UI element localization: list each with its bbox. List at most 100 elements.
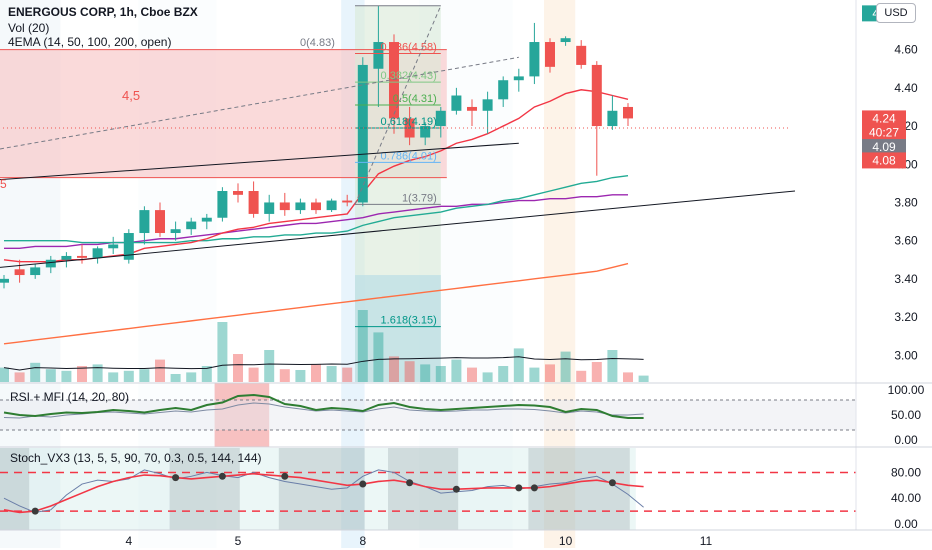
volume-bar — [373, 332, 384, 382]
candle-body — [233, 191, 243, 195]
price-tick: 3.80 — [894, 195, 918, 209]
candle-body — [482, 99, 493, 111]
candle-body — [357, 64, 368, 203]
stoch-tick: 0.00 — [894, 517, 918, 531]
candle-body — [623, 106, 633, 119]
stoch-shade — [528, 448, 630, 530]
volume-bar — [108, 372, 119, 382]
candle-body — [155, 210, 165, 234]
time-tick: 8 — [359, 534, 366, 548]
price-tick: 3.40 — [894, 272, 918, 286]
stoch-cross-dot — [406, 479, 414, 487]
volume-layer — [0, 310, 649, 382]
price-tag — [862, 152, 906, 169]
side-annotation: 5 — [0, 177, 7, 191]
price-tag-text: 40:27 — [869, 125, 899, 139]
candle-body — [467, 106, 477, 111]
candle-body — [420, 126, 431, 138]
fib-top-label: 0(4.83) — [300, 37, 335, 49]
volume-bar — [77, 366, 87, 382]
candle-body — [560, 38, 571, 43]
volume-bar — [295, 370, 306, 382]
time-tick: 4 — [125, 534, 132, 548]
volume-bar — [14, 372, 25, 382]
candle-body — [45, 259, 56, 268]
stoch-shade — [169, 448, 240, 530]
candle-layer — [0, 5, 633, 289]
volume-bar — [545, 364, 555, 382]
volume-bar — [513, 348, 524, 382]
price-tag — [862, 139, 906, 156]
price-tick: 4.40 — [894, 81, 918, 95]
currency-button[interactable]: USD — [876, 3, 916, 23]
stoch-cross-dot — [172, 474, 180, 482]
fib-level-label: 1(3.79) — [402, 192, 437, 204]
volume-bar — [123, 370, 134, 382]
chart-title: ENERGOUS CORP, 1h, Cboe BZX — [8, 5, 198, 19]
stoch-cross-dot — [281, 472, 289, 480]
candle-body — [77, 255, 87, 258]
volume-bar — [342, 367, 353, 382]
background-layer — [0, 0, 576, 548]
volume-bar — [139, 369, 150, 382]
volume-bar — [623, 372, 633, 382]
price-tag — [862, 124, 906, 141]
candle-body — [264, 202, 275, 214]
volume-bar — [201, 366, 212, 382]
dashed-trendline — [0, 56, 519, 150]
stoch-cross-dot — [218, 472, 226, 480]
candle-body — [513, 76, 524, 81]
volume-bar — [217, 322, 228, 382]
rsi-band — [0, 400, 856, 430]
volume-bar — [576, 370, 587, 382]
volume-bar — [170, 374, 181, 382]
volume-bar — [326, 366, 337, 382]
volume-bar — [591, 362, 602, 382]
stoch-cross-dot — [359, 480, 367, 488]
time-tick: 11 — [700, 534, 713, 548]
volume-bar — [61, 370, 72, 382]
candle-body — [591, 64, 602, 127]
fib-level-label: 0.236(4.58) — [381, 41, 437, 53]
mfi-line — [3, 402, 644, 419]
rsi-tick: 50.00 — [891, 408, 921, 422]
candle-body — [389, 42, 399, 119]
box-annotation: 4,5 — [122, 88, 140, 103]
candle-body — [14, 269, 25, 276]
stoch-layer — [0, 448, 856, 530]
ema200-line — [3, 262, 629, 345]
volume-bar — [45, 369, 56, 382]
volume-bar — [482, 372, 493, 382]
candle-body — [30, 267, 41, 276]
stoch-shade — [0, 448, 30, 530]
price-tag — [862, 110, 906, 127]
price-tag-text: 4.24 — [872, 111, 896, 125]
candle-body — [108, 244, 119, 249]
fib-level-label: 0.786(4.01) — [381, 150, 437, 162]
candle-body — [248, 191, 259, 214]
candle-body — [607, 110, 618, 127]
candle-body — [545, 42, 555, 67]
price-tag-text: 4.08 — [872, 153, 896, 167]
rsi-legend: RSI + MFI (14, 20, 80) — [10, 390, 129, 404]
volume-bar — [92, 364, 103, 382]
stoch-bg — [0, 448, 636, 530]
stoch-shade — [278, 448, 365, 530]
volume-bar — [389, 356, 399, 382]
volume-bar — [435, 366, 446, 382]
ema-legend: 4EMA (14, 50, 100, 200, open) — [8, 35, 171, 49]
stoch-cross-dot — [608, 479, 616, 487]
candle-body — [435, 110, 446, 127]
stoch-cross-dot — [515, 484, 523, 492]
volume-bar — [186, 372, 197, 382]
candle-body — [170, 229, 181, 234]
fib-level-label: 0.618(4.19) — [381, 116, 437, 128]
volume-bar — [467, 367, 477, 382]
candle-body — [326, 200, 337, 211]
rsi-layer — [0, 383, 856, 447]
time-tick: 10 — [559, 534, 573, 548]
candle-body — [61, 255, 72, 260]
